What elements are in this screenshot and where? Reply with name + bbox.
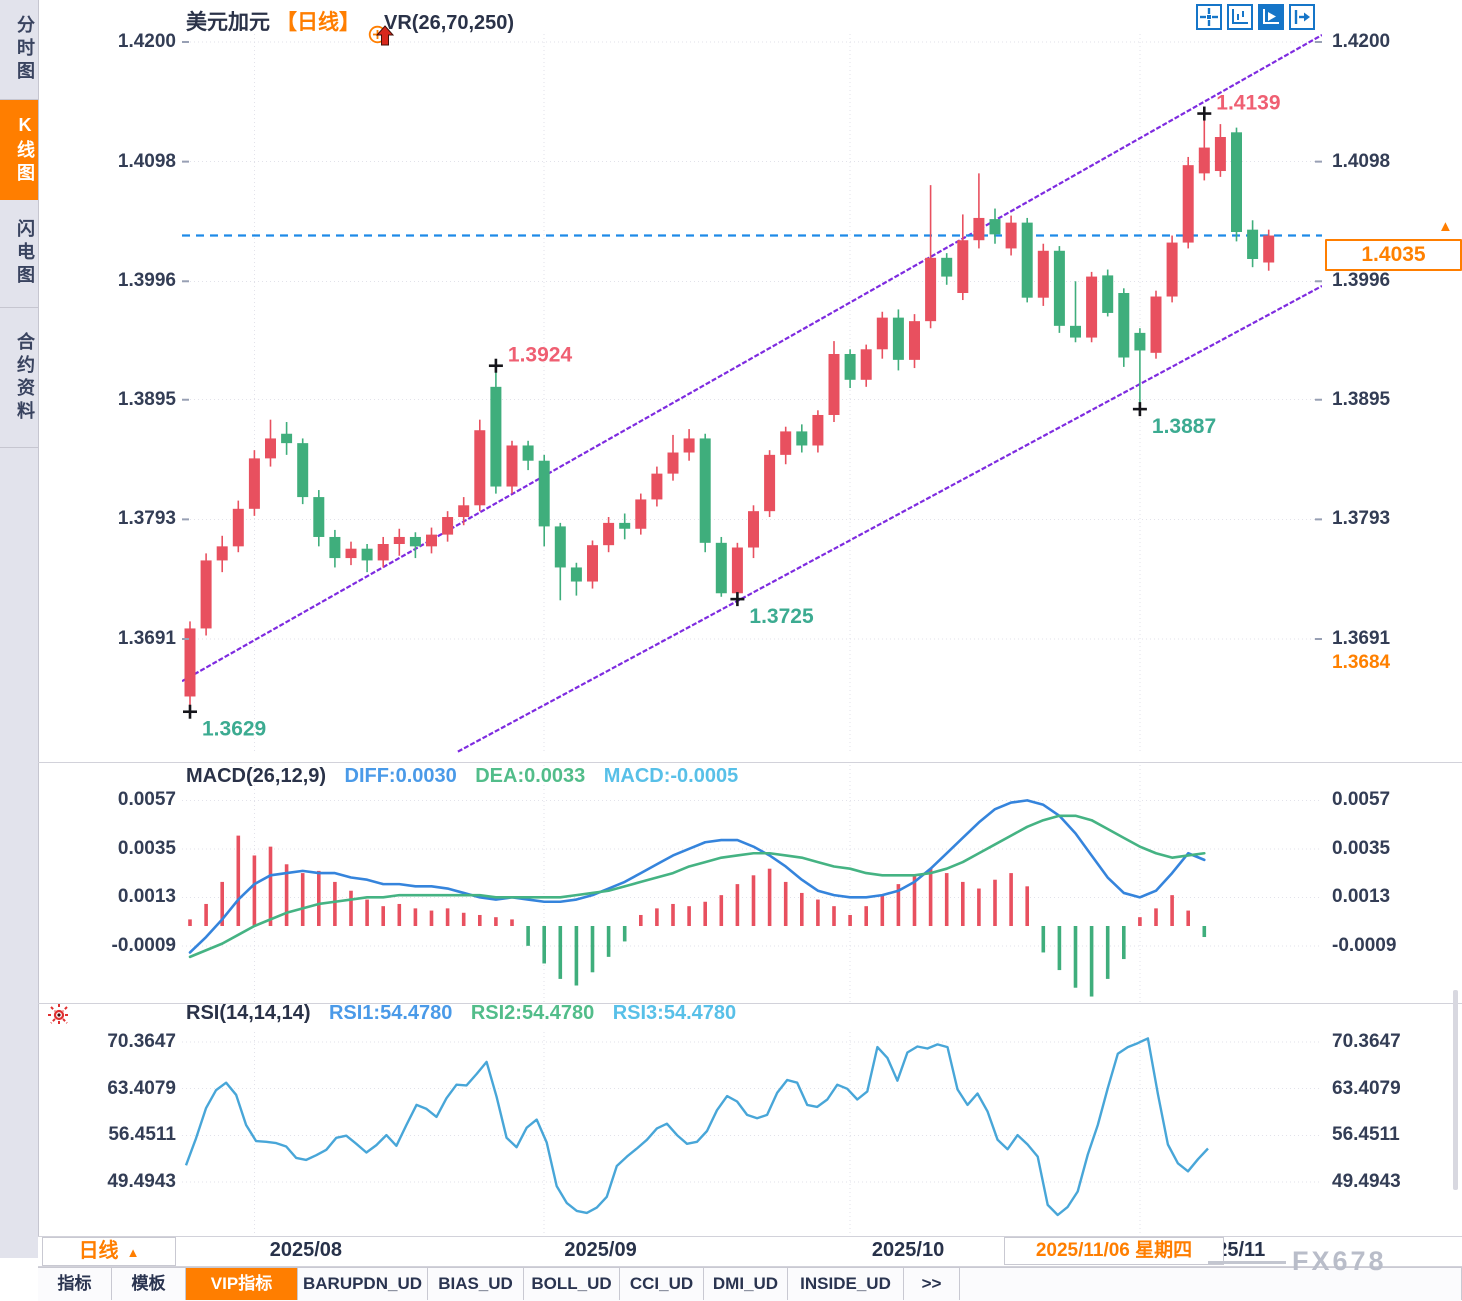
collapse-panel-icon[interactable] xyxy=(1289,4,1315,30)
price-annotation: 1.3629 xyxy=(202,718,266,741)
bottom-tab-1[interactable]: 指标 xyxy=(38,1268,112,1300)
macd-diff-value: DIFF:0.0030 xyxy=(344,765,457,787)
macd-axis-label-left: 0.0057 xyxy=(117,789,176,811)
month-label: 2025/10 xyxy=(871,1239,945,1261)
macd-axis-label-right: 0.0057 xyxy=(1332,789,1391,811)
dropdown-arrow-icon: ▲ xyxy=(126,1245,140,1260)
month-label: 2025/09 xyxy=(564,1239,637,1261)
bottom-tab-10[interactable]: >> xyxy=(904,1268,960,1300)
price-axis-label-right: 1.3996 xyxy=(1332,270,1391,292)
rsi1-value: RSI1:54.4780 xyxy=(328,1002,453,1024)
rsi-axis-label-left: 63.4079 xyxy=(107,1077,176,1099)
price-annotation: 1.3924 xyxy=(508,344,573,367)
bottom-tab-9[interactable]: INSIDE_UD xyxy=(788,1268,904,1300)
selected-date-label: 2025/11/06 星期四 xyxy=(1004,1237,1224,1265)
current-price-label: 1.4035 xyxy=(1325,239,1462,271)
price-annotation: 1.4139 xyxy=(1216,92,1280,115)
macd-axis-label-left: -0.0009 xyxy=(111,934,176,956)
rsi3-value: RSI3:54.4780 xyxy=(612,1002,737,1024)
month-label: 2025/08 xyxy=(269,1239,343,1261)
price-up-arrow-icon: ▲ xyxy=(1438,218,1453,235)
sidebar: 分时图 K线图 闪电图 合约资料 xyxy=(0,0,39,1258)
price-axis-label-right: 1.4200 xyxy=(1332,31,1391,52)
bottom-tab-3[interactable]: VIP指标 xyxy=(186,1268,298,1300)
sidebar-item-1[interactable]: 分时图 xyxy=(0,0,38,100)
sidebar-item-4[interactable]: 合约资料 xyxy=(0,308,38,448)
rsi-chart[interactable] xyxy=(182,1032,1322,1235)
rsi-axis-label-left: 49.4943 xyxy=(107,1171,176,1193)
watermark: FX678 xyxy=(1292,1246,1387,1276)
extra-price-label: 1.3684 xyxy=(1332,652,1391,673)
macd-chart[interactable] xyxy=(182,765,1322,1003)
macd-header: MACD(26,12,9) DIFF:0.0030 DEA:0.0033 MAC… xyxy=(186,765,738,788)
macd-title: MACD(26,12,9) xyxy=(186,765,327,787)
price-axis-label-left: 1.4200 xyxy=(117,31,176,52)
tab-bar-filler xyxy=(960,1268,1462,1300)
bottom-tab-7[interactable]: CCI_UD xyxy=(620,1268,704,1300)
axis-scale-icon[interactable] xyxy=(1227,4,1253,30)
rsi-title: RSI(14,14,14) xyxy=(186,1002,311,1024)
chart-header: 美元加元 【日线】 VR(26,70,250) xyxy=(186,6,515,46)
macd-axis-label-left: 0.0035 xyxy=(117,837,176,859)
panel-separator xyxy=(38,762,1462,763)
price-annotation: 1.3725 xyxy=(749,605,814,628)
sidebar-item-2[interactable]: K线图 xyxy=(0,100,38,200)
panel-separator xyxy=(38,1236,1462,1237)
rsi-axis-label-right: 56.4511 xyxy=(1332,1124,1400,1146)
price-axis-label-left: 1.4098 xyxy=(117,150,176,172)
period-tag: 【日线】 xyxy=(276,11,360,34)
macd-axis-label-right: 0.0035 xyxy=(1332,837,1391,859)
watermark-dash xyxy=(1208,1261,1286,1264)
price-axis-label-left: 1.3793 xyxy=(117,508,176,530)
indicator-name: VR(26,70,250) xyxy=(384,12,515,34)
price-axis-label-right: 1.3895 xyxy=(1332,388,1391,410)
bottom-tab-2[interactable]: 模板 xyxy=(112,1268,186,1300)
chart-toolbar xyxy=(1196,4,1315,30)
rsi-axis-label-left: 70.3647 xyxy=(107,1031,176,1052)
right-scrollbar[interactable] xyxy=(1453,990,1458,1190)
rsi-axis-label-left: 56.4511 xyxy=(108,1124,176,1146)
macd-axis-label-right: 0.0013 xyxy=(1332,886,1391,908)
price-axis-label-right: 1.3793 xyxy=(1332,508,1391,530)
symbol-title: 美元加元 xyxy=(186,11,270,34)
macd-axis-label-right: -0.0009 xyxy=(1332,934,1397,956)
period-dropdown-button[interactable]: 日线 ▲ xyxy=(42,1237,176,1266)
price-chart[interactable]: 1.3629 1.3924 1.3725 1.3887 1.4139 xyxy=(182,28,1322,758)
macd-dea-value: DEA:0.0033 xyxy=(475,765,586,787)
bottom-tab-8[interactable]: DMI_UD xyxy=(704,1268,788,1300)
price-axis-label-right: 1.4098 xyxy=(1332,150,1391,172)
period-label: 日线 xyxy=(78,1240,119,1262)
crosshair-move-icon[interactable] xyxy=(1196,4,1222,30)
bottom-tab-6[interactable]: BOLL_UD xyxy=(524,1268,620,1300)
price-axis-label-left: 1.3996 xyxy=(117,270,176,292)
price-axis-label-left: 1.3895 xyxy=(117,388,176,410)
bottom-tab-4[interactable]: BARUPDN_UD xyxy=(298,1268,428,1300)
rsi-axis-label-right: 49.4943 xyxy=(1332,1171,1401,1193)
rsi-header: RSI(14,14,14) RSI1:54.4780 RSI2:54.4780 … xyxy=(186,1002,736,1025)
rsi-axis-label-right: 70.3647 xyxy=(1332,1031,1401,1052)
macd-macd-value: MACD:-0.0005 xyxy=(603,765,739,787)
price-axis-label-left: 1.3691 xyxy=(117,628,176,649)
bottom-tab-5[interactable]: BIAS_UD xyxy=(428,1268,524,1300)
macd-axis-label-left: 0.0013 xyxy=(117,886,176,908)
axis-play-icon[interactable] xyxy=(1258,4,1284,30)
price-axis-label-right: 1.3691 xyxy=(1332,628,1391,649)
panel-separator xyxy=(38,1003,1462,1004)
rsi2-value: RSI2:54.4780 xyxy=(470,1002,595,1024)
panel-separator xyxy=(38,1266,1462,1267)
sidebar-item-3[interactable]: 闪电图 xyxy=(0,200,38,308)
price-annotation: 1.3887 xyxy=(1152,415,1216,438)
rsi-axis-label-right: 63.4079 xyxy=(1332,1077,1401,1099)
bottom-tab-bar: 指标 模板 VIP指标 BARUPDN_UD BIAS_UD BOLL_UD CCI_UD D… xyxy=(38,1267,1462,1301)
